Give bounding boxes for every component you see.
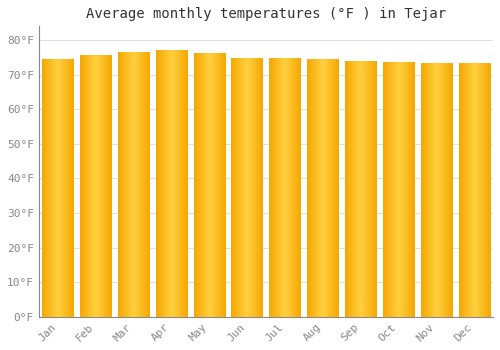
Title: Average monthly temperatures (°F ) in Tejar: Average monthly temperatures (°F ) in Te… [86,7,446,21]
